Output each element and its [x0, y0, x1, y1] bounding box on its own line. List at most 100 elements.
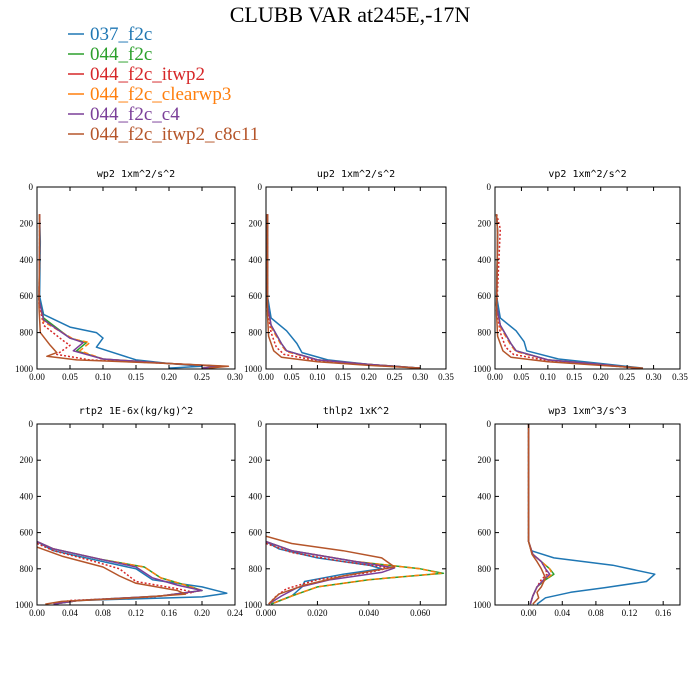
panel-1: wp2 1xm^2/s^2 0.00 0.05 0.10 0.15 0.20 0.25 0.3… [15, 169, 243, 382]
y-tick-label: 200 [478, 455, 492, 465]
x-tick-label: 0.000 [256, 608, 277, 618]
x-tick-label: 0.35 [438, 372, 454, 382]
y-tick-label: 600 [20, 528, 34, 538]
y-tick-label: 600 [249, 528, 263, 538]
plot-frame [36, 186, 236, 370]
x-tick-label: 0.25 [194, 372, 210, 382]
y-tick-label: 1000 [244, 600, 263, 610]
series-line [266, 540, 396, 605]
panel-4: rtp2 1E-6x(kg/kg)^2 0.00 0.04 0.08 0.12 0.16 0… [15, 406, 243, 618]
panel-3: vp2 1xm^2/s^2 0.00 0.05 0.10 0.15 0.20 0.25 0.3… [473, 169, 688, 382]
series-line [495, 214, 644, 369]
y-tick-label: 600 [20, 291, 34, 301]
y-tick-label: 1000 [15, 364, 34, 374]
legend-entry: 037_f2c [68, 24, 152, 45]
x-tick-label: 0.25 [619, 372, 635, 382]
x-tick-label: 0.15 [566, 372, 582, 382]
series-line [495, 214, 638, 369]
x-tick-label: 0.040 [359, 608, 380, 618]
series-line [266, 214, 421, 369]
series-line [527, 424, 553, 605]
y-tick-label: 800 [20, 328, 34, 338]
legend-entry: 044_f2c [68, 44, 152, 65]
legend-label: 044_f2c [90, 44, 152, 65]
plot-frame [494, 423, 681, 606]
y-tick-label: 200 [249, 218, 263, 228]
legend-entry: 044_f2c_itwp2 [68, 64, 205, 85]
series-group [495, 214, 644, 369]
x-tick-label: 0.16 [655, 608, 671, 618]
series-group [527, 424, 656, 605]
y-tick-label: 800 [20, 564, 34, 574]
series-line [266, 214, 421, 369]
x-tick-label: 0.30 [646, 372, 662, 382]
y-tick-label: 400 [249, 255, 263, 265]
x-tick-label: 0.00 [521, 608, 537, 618]
x-tick-label: 0.05 [62, 372, 78, 382]
x-tick-label: 0.00 [29, 372, 45, 382]
panels: wp2 1xm^2/s^2 0.00 0.05 0.10 0.15 0.20 0.25 0.3… [15, 169, 688, 618]
x-tick-label: 0.15 [128, 372, 144, 382]
legend-entry: 044_f2c_clearwp3 [68, 84, 231, 105]
y-tick-label: 1000 [473, 364, 492, 374]
series-line [38, 214, 223, 369]
x-tick-label: 0.00 [487, 372, 503, 382]
y-tick-label: 800 [249, 564, 263, 574]
series-line [38, 214, 223, 369]
y-tick-label: 1000 [15, 600, 34, 610]
panel-title: rtp2 1E-6x(kg/kg)^2 [79, 406, 193, 417]
x-tick-label: 0.20 [161, 372, 177, 382]
y-tick-label: 200 [249, 455, 263, 465]
x-tick-label: 0.060 [410, 608, 431, 618]
series-line [38, 214, 223, 369]
x-tick-label: 0.10 [310, 372, 326, 382]
x-tick-label: 0.10 [540, 372, 556, 382]
panel-5: thlp2 1xK^2 0.000 0.020 0.040 0.060 0 200 400 60… [244, 406, 447, 618]
y-tick-label: 600 [478, 291, 492, 301]
y-tick-label: 400 [249, 491, 263, 501]
series-line [266, 214, 421, 369]
series-group [266, 535, 445, 605]
x-tick-label: 0.12 [622, 608, 638, 618]
plot-frame [494, 186, 681, 370]
panel-title: up2 1xm^2/s^2 [317, 169, 395, 180]
panel-title: vp2 1xm^2/s^2 [548, 169, 626, 180]
series-line [37, 546, 187, 605]
series-line [495, 214, 644, 369]
x-tick-label: 0.020 [307, 608, 328, 618]
series-group [266, 214, 421, 369]
y-tick-label: 0 [487, 182, 492, 192]
series-line [495, 214, 638, 369]
x-tick-label: 0.04 [62, 608, 78, 618]
panel-title: wp3 1xm^3/s^3 [548, 406, 626, 417]
series-group [38, 214, 230, 369]
panel-title: wp2 1xm^2/s^2 [97, 169, 175, 180]
y-tick-label: 1000 [244, 364, 263, 374]
panel-title: thlp2 1xK^2 [323, 406, 389, 417]
y-tick-label: 600 [249, 291, 263, 301]
series-line [495, 214, 638, 369]
legend-label: 044_f2c_itwp2_c8c11 [90, 124, 259, 145]
y-tick-label: 0 [258, 182, 263, 192]
x-tick-label: 0.05 [284, 372, 300, 382]
series-line [38, 214, 203, 369]
series-line [266, 214, 421, 369]
figure-title: CLUBB VAR at245E,-17N [230, 2, 471, 27]
x-tick-label: 0.16 [161, 608, 177, 618]
x-tick-label: 0.30 [412, 372, 428, 382]
series-line [266, 535, 396, 605]
legend-entry: 044_f2c_c4 [68, 104, 180, 125]
x-tick-label: 0.00 [29, 608, 45, 618]
legend-label: 044_f2c_clearwp3 [90, 84, 231, 105]
y-tick-label: 200 [478, 218, 492, 228]
x-tick-label: 0.24 [227, 608, 243, 618]
series-line [266, 214, 421, 369]
x-tick-label: 0.20 [194, 608, 210, 618]
legend-label: 044_f2c_itwp2 [90, 64, 205, 85]
legend: 037_f2c044_f2c044_f2c_itwp2044_f2c_clear… [68, 24, 259, 145]
plot-frame [265, 423, 447, 606]
y-tick-label: 800 [249, 328, 263, 338]
y-tick-label: 200 [20, 455, 34, 465]
y-tick-label: 400 [20, 491, 34, 501]
